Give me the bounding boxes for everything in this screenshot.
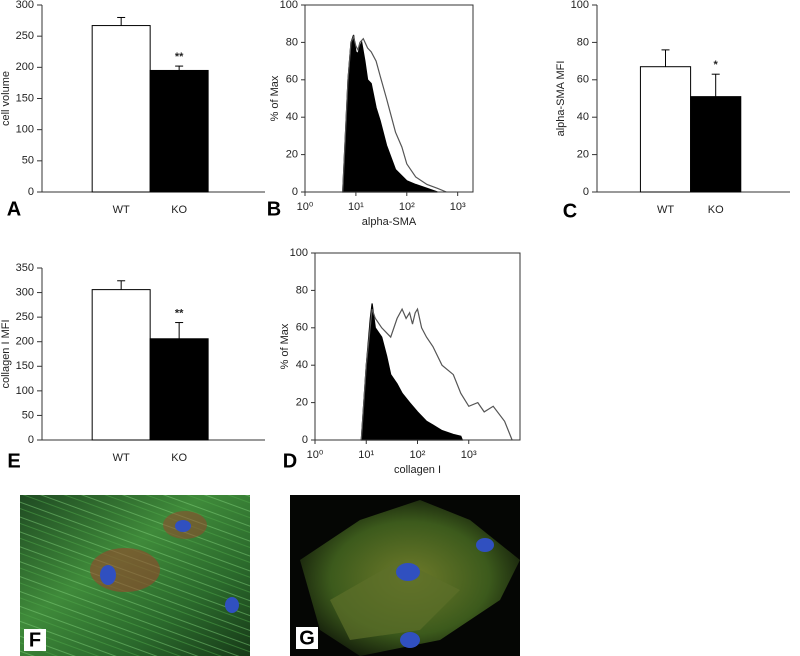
y-tick-label: 50 — [22, 155, 34, 167]
y-tick-label: 0 — [28, 434, 34, 446]
panel-label: D — [283, 450, 297, 472]
y-tick-label: 150 — [16, 92, 34, 104]
y-tick-label: 0 — [302, 434, 308, 446]
y-tick-label: 200 — [16, 61, 34, 73]
y-axis-label: collagen I MFI — [0, 319, 12, 388]
y-tick-label: 20 — [286, 149, 298, 161]
panel-label: B — [267, 198, 281, 220]
y-tick-label: 0 — [28, 186, 34, 198]
y-tick-label: 100 — [571, 0, 589, 11]
y-tick-label: 300 — [16, 0, 34, 11]
bar — [91, 289, 151, 441]
x-tick-label: KO — [171, 452, 187, 464]
x-tick-label: KO — [171, 204, 187, 216]
y-axis-label: cell volume — [0, 71, 12, 126]
x-tick-label: 10⁰ — [297, 201, 314, 213]
y-tick-label: 20 — [296, 397, 308, 409]
panel-label: C — [563, 200, 577, 222]
image-label: F — [29, 629, 41, 651]
y-tick-label: 100 — [280, 0, 298, 11]
bar-chart: 0 20 40 60 80 100 alpha-SMA MFI WT * KO — [555, 0, 790, 216]
y-tick-label: 40 — [577, 111, 589, 123]
significance: ** — [175, 307, 184, 319]
y-axis-label: % of Max — [279, 323, 291, 369]
image-label: G — [299, 627, 315, 649]
histogram-chart: 0 20 40 60 80 100 10⁰ 10¹ 10² 10³ alpha-SMA % of Ma… — [269, 0, 474, 228]
y-axis-label: % of Max — [269, 75, 281, 121]
x-tick-label: 10² — [399, 201, 415, 213]
y-tick-label: 250 — [16, 30, 34, 42]
histogram-line — [360, 307, 513, 441]
x-tick-label: 10¹ — [348, 201, 364, 213]
significance: * — [714, 59, 719, 71]
histogram-chart: 0 20 40 60 80 100 10⁰ 10¹ 10² 10³ collagen I % of M… — [279, 247, 521, 476]
y-tick-label: 60 — [286, 74, 298, 86]
y-tick-label: 100 — [16, 385, 34, 397]
bar — [91, 25, 151, 193]
y-tick-label: 300 — [16, 286, 34, 298]
y-tick-label: 40 — [296, 359, 308, 371]
bar — [639, 66, 692, 193]
y-tick-label: 80 — [577, 36, 589, 48]
y-tick-label: 150 — [16, 360, 34, 372]
y-axis-label: alpha-SMA MFI — [555, 61, 567, 137]
y-tick-label: 100 — [16, 124, 34, 136]
x-tick-label: 10³ — [461, 449, 477, 461]
x-tick-label: 10³ — [450, 201, 466, 213]
bar-chart: 0 50 100 150 200 250 300 cell volume WT ** KO — [0, 0, 265, 216]
y-tick-label: 350 — [16, 262, 34, 274]
x-tick-label: WT — [657, 204, 674, 216]
bar — [149, 338, 209, 441]
y-tick-label: 0 — [292, 186, 298, 198]
y-tick-label: 0 — [583, 186, 589, 198]
x-tick-label: KO — [708, 204, 724, 216]
image-f: F — [20, 495, 250, 656]
panel-label: E — [7, 450, 20, 472]
y-tick-label: 250 — [16, 311, 34, 323]
y-tick-label: 100 — [290, 247, 308, 259]
y-tick-label: 200 — [16, 336, 34, 348]
plot-frame — [304, 4, 474, 193]
y-tick-label: 60 — [577, 74, 589, 86]
y-tick-label: 80 — [296, 284, 308, 296]
image-g: G — [290, 495, 520, 656]
x-tick-label: 10⁰ — [307, 449, 324, 461]
y-tick-label: 50 — [22, 409, 34, 421]
significance: ** — [175, 51, 184, 63]
bar — [149, 69, 209, 193]
y-tick-label: 80 — [286, 36, 298, 48]
x-axis-label: alpha-SMA — [362, 216, 417, 228]
x-tick-label: 10¹ — [358, 449, 374, 461]
x-axis-label: collagen I — [394, 464, 441, 476]
y-tick-label: 20 — [577, 149, 589, 161]
bar — [690, 96, 742, 193]
y-tick-label: 40 — [286, 111, 298, 123]
x-tick-label: WT — [113, 452, 130, 464]
histogram-area — [360, 303, 464, 441]
x-tick-label: WT — [113, 204, 130, 216]
bar-chart: 0 50 100 150 200 250 300 350 collagen I MFI WT ** K… — [0, 262, 265, 464]
x-tick-label: 10² — [410, 449, 426, 461]
panel-label: A — [7, 198, 21, 220]
y-tick-label: 60 — [296, 322, 308, 334]
histogram-line — [342, 35, 447, 193]
